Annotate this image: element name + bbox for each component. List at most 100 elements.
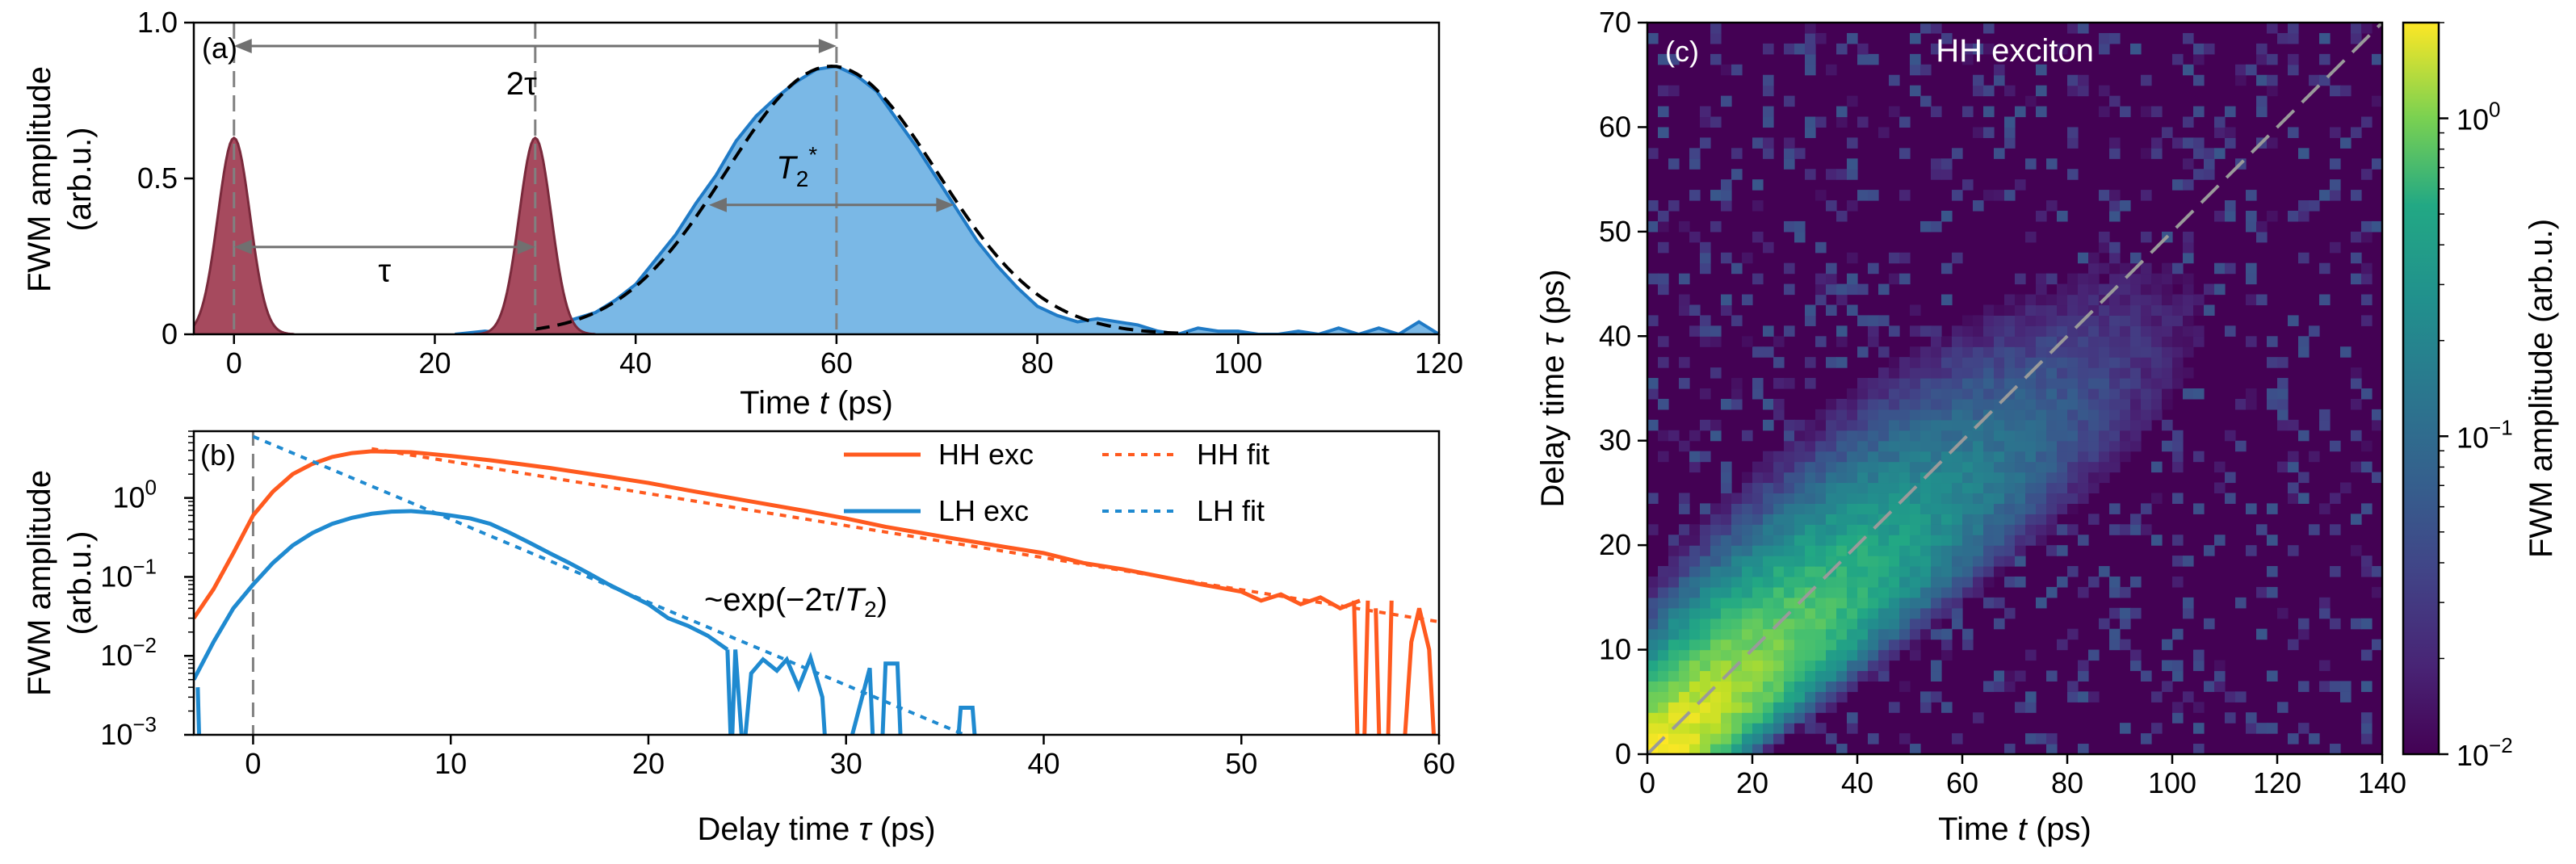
heatmap-cell (1794, 586, 1806, 598)
heatmap-cell (2046, 733, 2058, 744)
heatmap-cell (1752, 607, 1764, 619)
heatmap-cell (2025, 95, 2037, 107)
heatmap-cell (2004, 367, 2016, 379)
heatmap-cell (1773, 597, 1785, 609)
panel-b-frame (192, 430, 1441, 736)
heatmap-cell (1952, 336, 1963, 347)
heatmap-cell (1826, 461, 1837, 473)
heatmap-cell (2036, 210, 2047, 222)
heatmap-cell (2298, 346, 2310, 358)
heatmap-cell (2036, 378, 2047, 389)
heatmap-cell (2361, 23, 2373, 34)
heatmap-cell (1857, 440, 1869, 452)
heatmap-cell (1742, 493, 1753, 504)
heatmap-cell (2351, 514, 2362, 525)
heatmap-cell (1910, 440, 1921, 452)
heatmap-cell (2088, 472, 2100, 484)
heatmap-cell (2130, 315, 2142, 326)
heatmap-cell (1815, 440, 1827, 452)
heatmap-cell (1689, 545, 1701, 556)
heatmap-cell (1784, 535, 1795, 546)
heatmap-cell (2088, 398, 2100, 410)
heatmap-cell (1805, 419, 1816, 431)
heatmap-cell (1679, 618, 1690, 630)
heatmap-cell (2298, 200, 2310, 212)
heatmap-cell (1752, 556, 1764, 567)
heatmap-cell (1941, 451, 1953, 463)
heatmap-cell (1752, 681, 1764, 692)
heatmap-cell (1836, 618, 1848, 630)
heatmap-cell (1794, 607, 1806, 619)
heatmap-cell (2130, 294, 2142, 306)
heatmap-cell (1679, 357, 1690, 368)
heatmap-cell (1973, 482, 1984, 494)
heatmap-cell (1941, 440, 1953, 452)
heatmap-cell (1983, 127, 1995, 138)
heatmap-cell (2088, 430, 2100, 442)
heatmap-cell (1679, 273, 1690, 285)
heatmap-cell (2088, 262, 2100, 275)
heatmap-cell (1836, 116, 1848, 128)
heatmap-cell (1773, 514, 1785, 525)
heatmap-cell (1763, 607, 1774, 619)
heatmap-cell (1836, 660, 1848, 672)
heatmap-cell (1679, 681, 1690, 692)
heatmap-cell (1857, 472, 1869, 484)
heatmap-cell (1931, 535, 1942, 546)
heatmap-cell (1731, 723, 1743, 734)
heatmap-cell (1889, 461, 1900, 473)
heatmap-cell (1763, 576, 1774, 588)
heatmap-cell (2015, 702, 2026, 713)
heatmap-cell (1647, 639, 1659, 651)
heatmap-cell (2267, 23, 2278, 34)
x-tick-label: 0 (245, 747, 261, 780)
heatmap-cell (2172, 346, 2184, 358)
heatmap-cell (2004, 482, 2016, 494)
heatmap-cell (1931, 336, 1942, 347)
heatmap-cell (1731, 545, 1743, 556)
heatmap-cell (1952, 252, 1963, 264)
heatmap-cell (1931, 524, 1942, 535)
heatmap-cell (2319, 419, 2331, 431)
heatmap-cell (2109, 378, 2121, 389)
heatmap-cell (1784, 419, 1795, 431)
heatmap-cell (1868, 556, 1879, 567)
heatmap-cell (2046, 461, 2058, 473)
heatmap-cell (1899, 367, 1911, 379)
heatmap-cell (2036, 409, 2047, 421)
heatmap-cell (2109, 241, 2121, 254)
heatmap-cell (2057, 398, 2068, 410)
heatmap-cell (1878, 398, 1890, 410)
heatmap-cell (2078, 535, 2089, 546)
heatmap-cell (2109, 252, 2121, 264)
heatmap-cell (1857, 639, 1869, 651)
heatmap-cell (1742, 514, 1753, 525)
heatmap-cell (1920, 357, 1932, 368)
heatmap-cell (1763, 43, 1774, 55)
heatmap-cell (1826, 200, 1837, 212)
heatmap-cell (1742, 597, 1753, 609)
heatmap-cell (1847, 723, 1858, 734)
heatmap-cell (1994, 325, 2005, 337)
heatmap-cell (2099, 336, 2110, 347)
heatmap-cell (1962, 514, 1974, 525)
heatmap-cell (1763, 346, 1774, 358)
heatmap-cell (1910, 493, 1921, 504)
heatmap-cell (2361, 649, 2373, 661)
heatmap-cell (1710, 702, 1722, 713)
heatmap-cell (1742, 681, 1753, 692)
y-tick-label: 0 (162, 317, 178, 350)
heatmap-cell (1962, 472, 1974, 484)
heatmap-cell (2141, 304, 2152, 316)
heatmap-cell (2141, 273, 2152, 285)
heatmap-cell (2057, 419, 2068, 431)
heatmap-cell (2267, 535, 2278, 546)
heatmap-cell (1868, 670, 1879, 682)
heatmap-cell (1710, 23, 1722, 34)
heatmap-cell (2109, 32, 2121, 44)
heatmap-cell (1794, 220, 1806, 233)
heatmap-cell (2267, 210, 2278, 222)
heatmap-cell (2067, 461, 2079, 473)
heatmap-cell (1889, 566, 1900, 577)
heatmap-cell (1920, 220, 1932, 233)
